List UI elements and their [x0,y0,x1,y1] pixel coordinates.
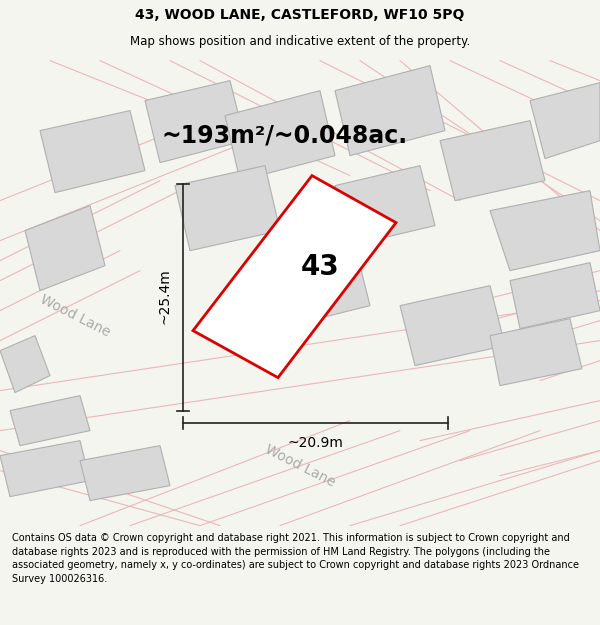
Polygon shape [335,66,445,156]
Polygon shape [530,82,600,159]
Polygon shape [490,319,582,386]
Polygon shape [440,121,545,201]
Text: 43, WOOD LANE, CASTLEFORD, WF10 5PQ: 43, WOOD LANE, CASTLEFORD, WF10 5PQ [136,8,464,22]
Text: ~193m²/~0.048ac.: ~193m²/~0.048ac. [162,124,408,148]
Polygon shape [193,176,396,378]
Polygon shape [0,441,90,497]
Polygon shape [25,206,105,291]
Polygon shape [225,91,335,181]
Polygon shape [510,262,600,329]
Polygon shape [175,166,280,251]
Polygon shape [0,336,50,392]
Polygon shape [40,111,145,192]
Polygon shape [400,286,505,366]
Polygon shape [80,446,170,501]
Polygon shape [275,246,370,326]
Text: Contains OS data © Crown copyright and database right 2021. This information is : Contains OS data © Crown copyright and d… [12,533,579,584]
Polygon shape [10,396,90,446]
Text: Wood Lane: Wood Lane [263,442,337,489]
Text: Map shows position and indicative extent of the property.: Map shows position and indicative extent… [130,35,470,48]
Polygon shape [335,166,435,246]
Text: ~25.4m: ~25.4m [158,269,172,324]
Polygon shape [145,81,245,162]
Polygon shape [490,191,600,271]
Text: ~20.9m: ~20.9m [287,436,343,449]
Text: 43: 43 [301,253,339,281]
Text: Wood Lane: Wood Lane [38,292,112,339]
